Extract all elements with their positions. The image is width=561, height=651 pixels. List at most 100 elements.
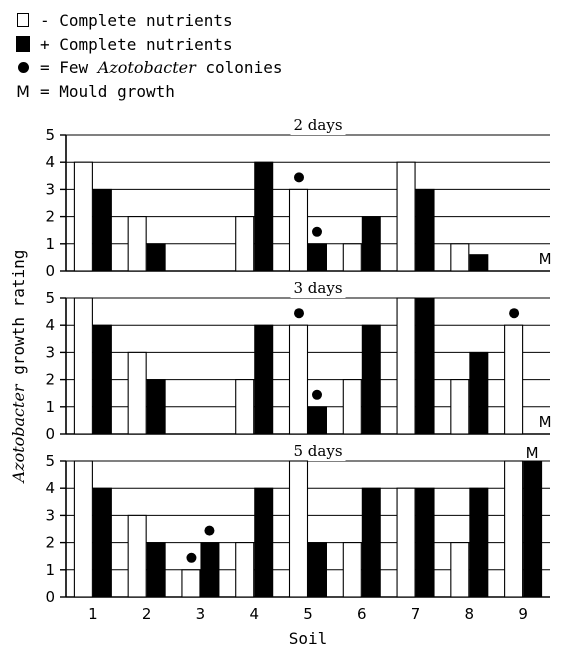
bar-plus-nutrients [146, 379, 166, 435]
y-tick-label: 3 [45, 180, 55, 198]
few-colonies-dot [294, 172, 304, 183]
bar-minus-nutrients [396, 161, 416, 272]
legend-item-plus-nutrients: + Complete nutrients [14, 33, 233, 55]
panel-title: 2 days [293, 116, 342, 134]
bar-minus-nutrients [181, 569, 201, 598]
y-tick-label: 5 [45, 126, 55, 144]
bar-plus-nutrients [469, 254, 489, 272]
bar-minus-nutrients [396, 487, 416, 598]
x-tick-label: 4 [249, 605, 259, 623]
bar-minus-nutrients [73, 297, 93, 435]
y-tick-label: 1 [45, 561, 55, 579]
bar-minus-nutrients [127, 351, 147, 435]
y-tick-label: 1 [45, 235, 55, 253]
filled-square-icon [14, 36, 32, 52]
x-tick-label: 9 [518, 605, 528, 623]
panel-title-background [290, 441, 346, 461]
bar-plus-nutrients [146, 243, 166, 272]
bar-minus-nutrients [342, 243, 362, 272]
panel-1: 0 1 2 3 4 5 2 days M [45, 115, 552, 280]
bar-plus-nutrients [254, 161, 274, 272]
y-tick-label: 0 [45, 588, 55, 606]
legend-item-mould: M = Mould growth [14, 80, 175, 102]
bar-plus-nutrients [254, 324, 274, 435]
y-tick-label: 2 [45, 534, 55, 552]
few-colonies-dot [312, 226, 322, 237]
bar-minus-nutrients [396, 297, 416, 435]
y-tick-label: 3 [45, 343, 55, 361]
bar-plus-nutrients [523, 460, 543, 598]
bar-plus-nutrients [469, 351, 489, 435]
open-square-icon [14, 13, 32, 27]
x-tick-label: 1 [88, 605, 98, 623]
y-axis-label: Azotobacter growth rating [9, 250, 28, 485]
y-tick-label: 5 [45, 289, 55, 307]
mould-m-icon: M [16, 81, 30, 101]
legend-label-pre: = Few [40, 57, 98, 77]
few-colonies-dot [294, 308, 304, 319]
legend-label-post: colonies [195, 57, 283, 77]
few-colonies-dot [509, 308, 520, 319]
bar-minus-nutrients [342, 542, 362, 598]
bar-minus-nutrients [127, 216, 147, 272]
y-tick-label: 3 [45, 506, 55, 524]
bar-plus-nutrients [361, 487, 381, 598]
y-axis-label-rest: growth rating [9, 250, 28, 385]
panel-title: 3 days [293, 279, 342, 297]
bar-minus-nutrients [73, 161, 93, 272]
y-tick-label: 5 [45, 452, 55, 470]
y-tick-label: 4 [45, 316, 55, 334]
bar-plus-nutrients [92, 188, 112, 272]
x-tick-label: 5 [303, 605, 313, 623]
bar-plus-nutrients [415, 297, 435, 435]
x-tick-label: 2 [142, 605, 152, 623]
bar-plus-nutrients [469, 487, 489, 598]
bar-minus-nutrients [235, 216, 255, 272]
panel-title: 5 days [293, 442, 342, 460]
bar-plus-nutrients [92, 487, 112, 598]
bar-minus-nutrients [235, 542, 255, 598]
panel-3: 0 1 2 3 4 5 5 days M [45, 441, 550, 606]
bar-plus-nutrients [308, 542, 327, 598]
legend-label: + Complete nutrients [40, 34, 233, 54]
x-axis-label: Soil [289, 629, 328, 648]
y-axis-label-italic: Azotobacter [9, 383, 28, 484]
bar-plus-nutrients [361, 324, 381, 435]
mould-marker: M [539, 250, 552, 268]
bar-minus-nutrients [127, 514, 147, 598]
y-tick-label: 1 [45, 398, 55, 416]
bar-plus-nutrients [308, 243, 327, 272]
bar-minus-nutrients [288, 324, 309, 435]
bar-minus-nutrients [504, 460, 524, 598]
bar-minus-nutrients [504, 324, 524, 435]
y-tick-label: 4 [45, 153, 55, 171]
bar-minus-nutrients [288, 460, 309, 598]
bar-minus-nutrients [450, 243, 470, 272]
legend-item-few-colonies: = Few Azotobacter colonies [14, 56, 282, 78]
x-tick-label: 3 [196, 605, 206, 623]
bar-minus-nutrients [450, 542, 470, 598]
legend-label: - Complete nutrients [40, 10, 233, 30]
bar-plus-nutrients [146, 542, 166, 598]
x-tick-label: 8 [465, 605, 475, 623]
y-tick-label: 2 [45, 371, 55, 389]
mould-marker: M [539, 413, 552, 431]
y-tick-label: 0 [45, 425, 55, 443]
legend-label: = Mould growth [40, 81, 175, 101]
bar-minus-nutrients [235, 379, 255, 435]
panel-title-background [290, 115, 346, 135]
few-colonies-dot [312, 389, 322, 400]
bar-minus-nutrients [342, 379, 362, 435]
x-tick-label: 7 [411, 605, 421, 623]
few-colonies-dot [186, 552, 197, 563]
legend-item-minus-nutrients: - Complete nutrients [14, 9, 233, 31]
y-tick-label: 2 [45, 208, 55, 226]
bar-plus-nutrients [361, 216, 381, 272]
bar-plus-nutrients [200, 542, 220, 598]
panel-title-background [290, 278, 346, 298]
bar-plus-nutrients [92, 324, 112, 435]
bar-plus-nutrients [415, 188, 435, 272]
few-colonies-dot [204, 525, 215, 536]
bar-plus-nutrients [254, 487, 274, 598]
